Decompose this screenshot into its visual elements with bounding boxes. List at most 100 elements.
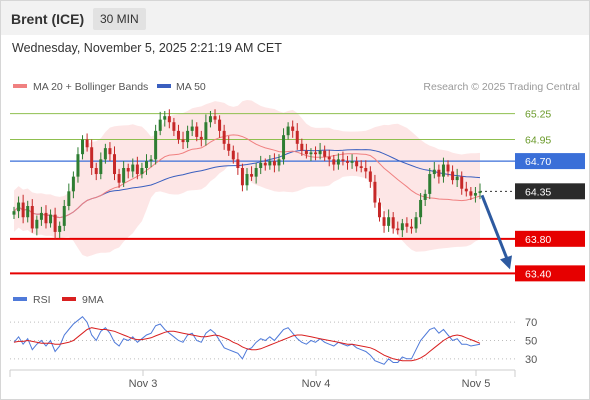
candle-body — [126, 168, 130, 172]
candle-body — [373, 181, 377, 203]
level-label-65.25: 65.25 — [525, 109, 551, 121]
candle-body — [291, 126, 295, 131]
candle-body — [409, 226, 413, 229]
candle-body — [387, 217, 391, 226]
level-box-63.80 — [515, 230, 585, 247]
candle-body — [469, 191, 473, 196]
header-bar: Brent (ICE) 30 MIN — [1, 1, 589, 35]
candle-body — [400, 223, 404, 231]
candle-body — [21, 202, 25, 218]
ma50-legend-label: MA 50 — [176, 81, 206, 93]
candle-body — [295, 130, 299, 144]
datetime-label: Wednesday, November 5, 2025 2:21:19 AM C… — [12, 41, 282, 55]
candle-body — [90, 147, 94, 168]
candle-body — [117, 174, 121, 183]
level-labels: 65.25 64.95 64.70 64.35 63.80 63.40 — [515, 109, 585, 282]
candle-body — [377, 202, 381, 218]
candle-body — [304, 150, 308, 155]
candle-body — [323, 150, 327, 157]
candle-body — [149, 159, 153, 162]
ma20-legend-label: MA 20 + Bollinger Bands — [33, 81, 148, 93]
rsi-tick-label-30: 30 — [525, 354, 537, 366]
candle-body — [359, 166, 363, 168]
candle-body — [272, 161, 276, 166]
candle-body — [414, 217, 418, 229]
ma50-legend-swatch — [157, 84, 171, 88]
candle-body — [250, 174, 254, 177]
candle-body — [277, 159, 281, 166]
level-label-64.35: 64.35 — [525, 186, 551, 198]
rsi-tick-label-50: 50 — [525, 336, 537, 348]
candle-body — [368, 171, 372, 182]
candle-body — [240, 168, 244, 186]
candle-body — [245, 174, 249, 186]
candle-body — [71, 176, 75, 192]
x-tick-label-Nov 5: Nov 5 — [462, 378, 491, 390]
moving-averages — [13, 134, 481, 219]
candle-body — [227, 143, 231, 151]
candle-body — [122, 168, 126, 183]
candle-body — [144, 161, 148, 168]
candle-body — [76, 154, 80, 177]
candle-body — [195, 126, 199, 137]
candle-body — [176, 130, 180, 140]
level-label-64.95: 64.95 — [525, 135, 551, 147]
candles — [12, 109, 482, 239]
candle-body — [213, 116, 217, 120]
level-label-64.70: 64.70 — [525, 156, 551, 168]
candle-body — [263, 162, 267, 166]
x-tick-label-Nov 3: Nov 3 — [129, 378, 158, 390]
candle-body — [181, 139, 185, 143]
candle-body — [364, 168, 368, 172]
candle-body — [464, 188, 468, 192]
candle-body — [254, 168, 258, 177]
candle-body — [314, 152, 318, 155]
candle-body — [346, 161, 350, 163]
candle-body — [451, 171, 455, 181]
candle-body — [478, 191, 482, 194]
candle-body — [441, 164, 445, 177]
candle-body — [355, 161, 359, 167]
candle-body — [39, 212, 43, 220]
candle-body — [108, 148, 112, 155]
level-label-63.80: 63.80 — [525, 234, 551, 246]
candle-body — [396, 228, 400, 231]
rsi-ma-legend-swatch — [62, 297, 76, 301]
candle-body — [300, 143, 304, 151]
forecast-arrow-shaft — [480, 194, 510, 262]
candle-body — [405, 223, 409, 227]
candle-body — [204, 122, 208, 140]
ma20-line — [13, 134, 481, 219]
candle-body — [167, 116, 171, 123]
rsi-line — [13, 316, 481, 365]
interval-badge[interactable]: 30 MIN — [93, 8, 146, 30]
level-box-63.40 — [515, 265, 585, 282]
candle-body — [186, 130, 190, 143]
candle-body — [286, 126, 290, 136]
candle-body — [332, 159, 336, 165]
candle-body — [419, 199, 423, 218]
rsi-lines — [13, 316, 481, 365]
candle-body — [437, 169, 441, 177]
rsi-tick-label-70: 70 — [525, 317, 537, 329]
candle-body — [350, 161, 354, 163]
copyright-text: Research © 2025 Trading Central — [423, 81, 580, 93]
candle-body — [282, 135, 286, 160]
candle-body — [218, 119, 222, 131]
candle-body — [12, 211, 16, 215]
rsi-ma-legend-label: 9MA — [82, 294, 104, 306]
candle-body — [460, 176, 464, 189]
candle-body — [26, 206, 30, 218]
x-axis-ticks: Nov 3 Nov 4 Nov 5 — [129, 370, 491, 390]
candle-body — [231, 150, 235, 160]
candle-body — [446, 164, 450, 172]
candle-body — [81, 139, 85, 155]
candle-body — [62, 206, 66, 226]
forecast-arrow-head — [500, 255, 512, 270]
forecast-arrow — [480, 194, 512, 270]
instrument-title: Brent (ICE) — [11, 11, 85, 27]
rsi-grid: 70 50 30 — [10, 317, 537, 366]
candle-body — [259, 162, 263, 168]
candle-body — [163, 116, 167, 120]
rsi-ma-line — [13, 327, 481, 362]
